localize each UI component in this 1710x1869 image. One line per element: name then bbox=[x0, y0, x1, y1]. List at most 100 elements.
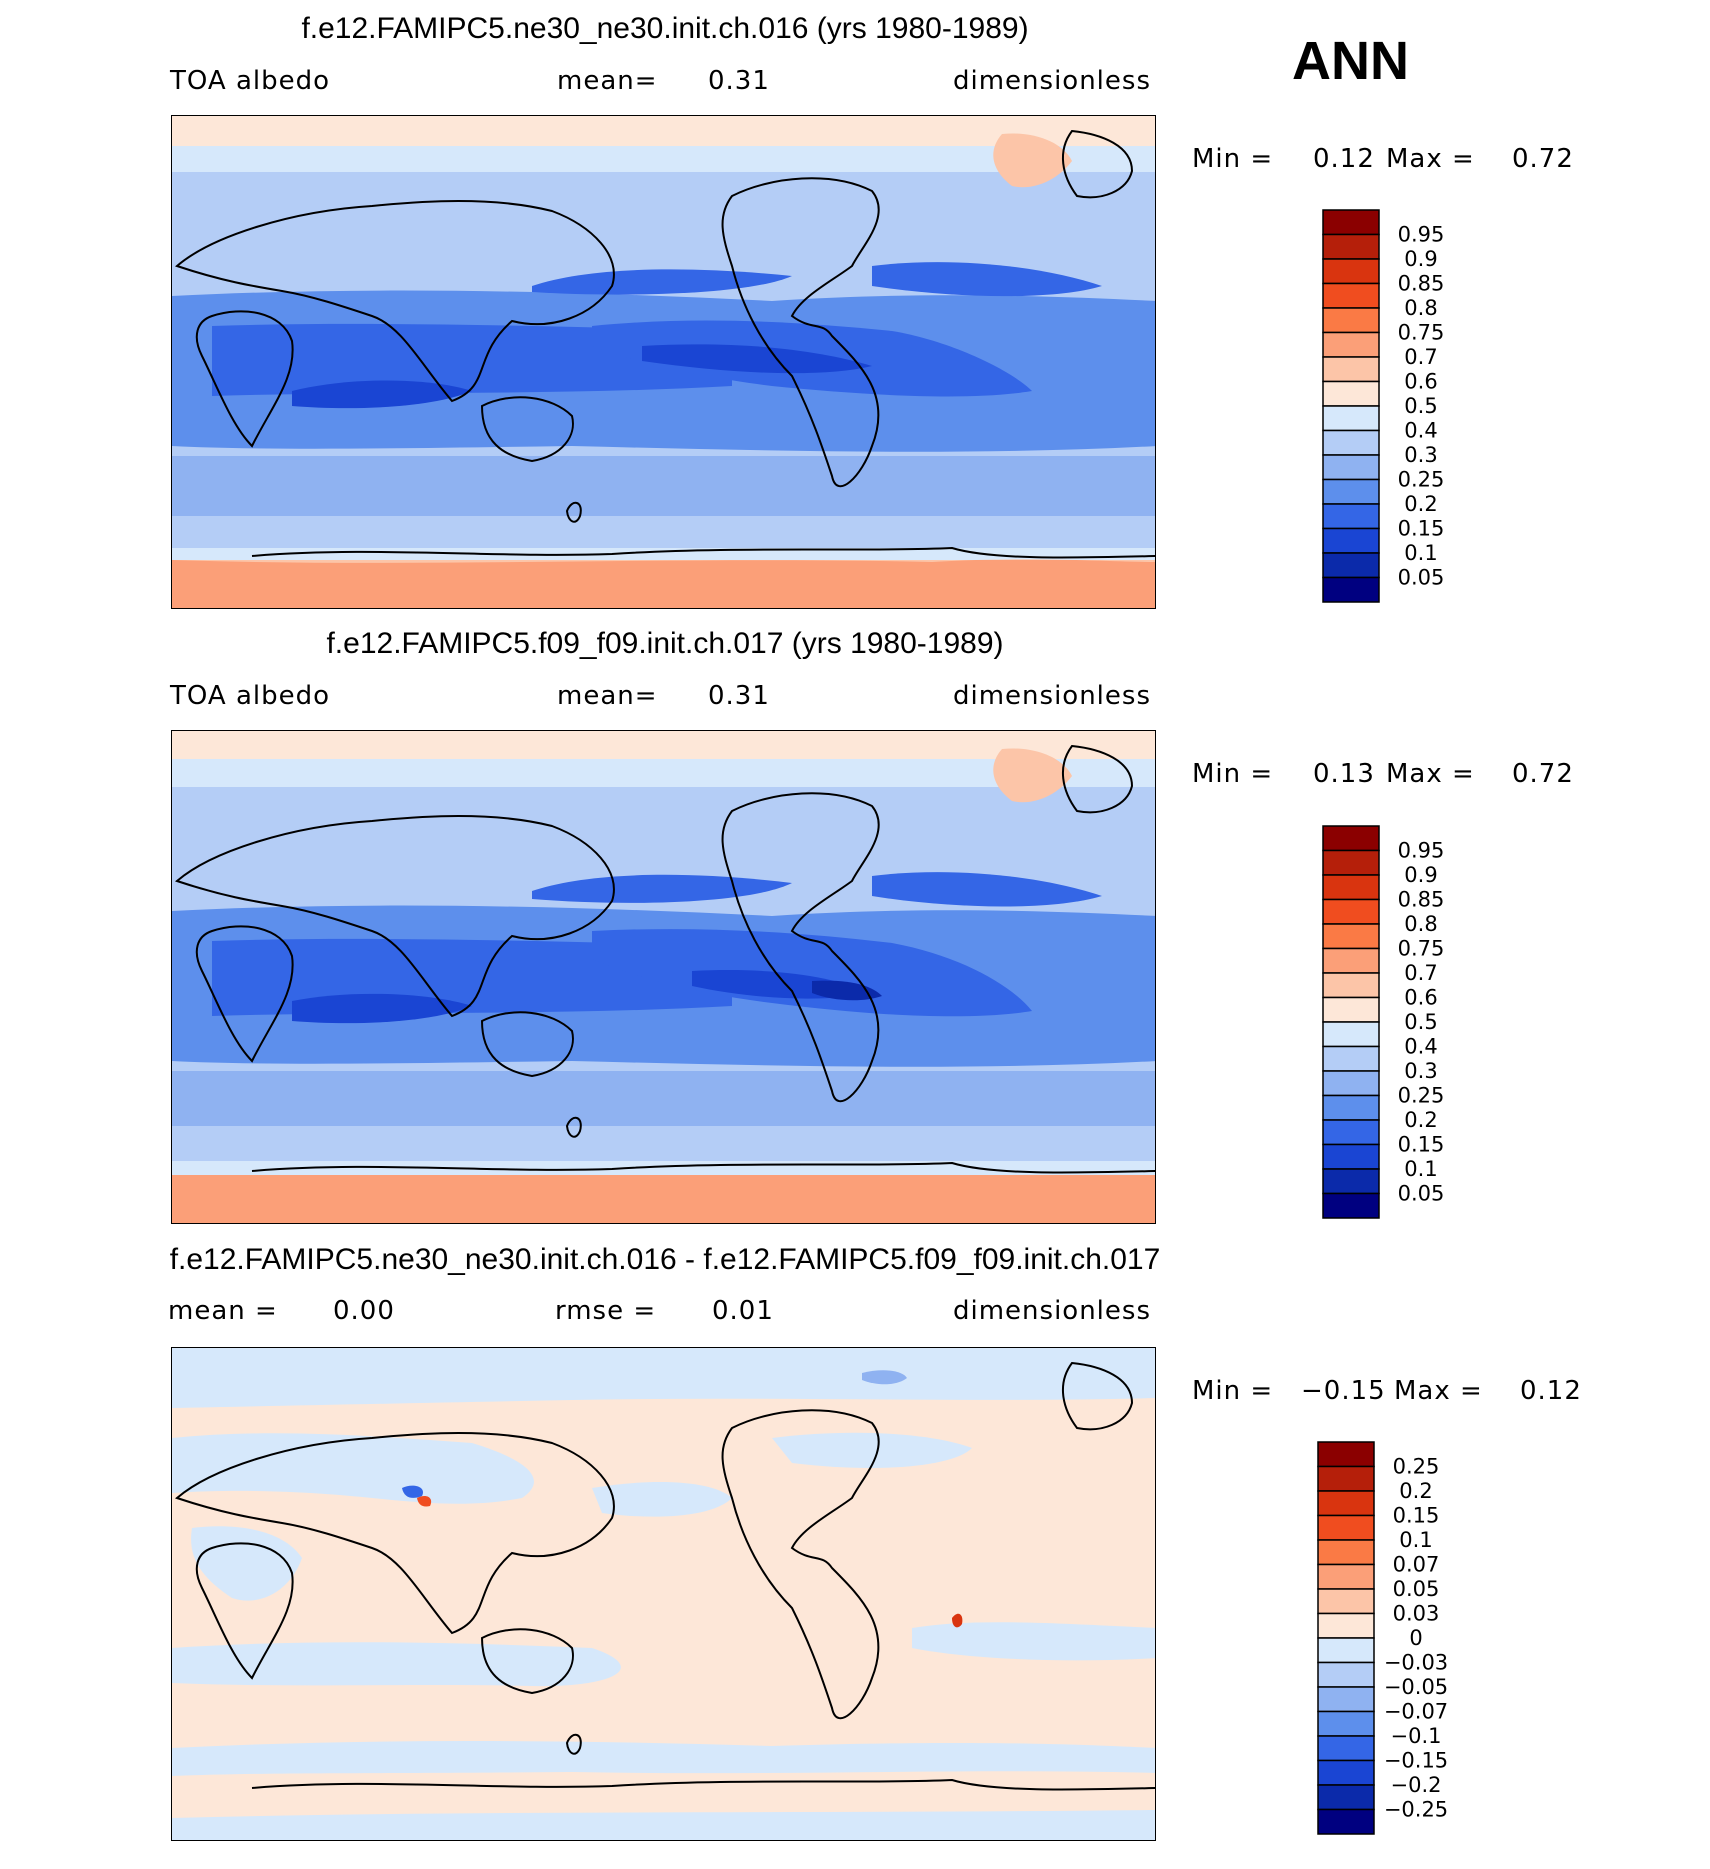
colorbar-tick-label: 0.3 bbox=[1404, 443, 1437, 467]
panel-3-map bbox=[171, 1347, 1156, 1841]
colorbar-tick-label: 0.15 bbox=[1398, 517, 1445, 541]
panel-1-min-value: 0.12 bbox=[1313, 144, 1375, 174]
colorbar-tick-label: 0.8 bbox=[1404, 296, 1437, 320]
panel-1-max-label: Max = bbox=[1386, 144, 1475, 174]
colorbar-swatch bbox=[1317, 1490, 1375, 1517]
panel-3-title: f.e12.FAMIPC5.ne30_ne30.init.ch.016 - f.… bbox=[169, 1243, 1161, 1276]
colorbar-swatch bbox=[1322, 209, 1380, 236]
colorbar-svg: 0.950.90.850.80.750.70.60.50.40.30.250.2… bbox=[1322, 209, 1445, 603]
colorbar-tick-label: 0.6 bbox=[1404, 370, 1437, 394]
colorbar-swatch bbox=[1322, 454, 1380, 481]
colorbar-swatch bbox=[1322, 825, 1380, 852]
season-label: ANN bbox=[1292, 31, 1409, 91]
colorbar-svg: 0.950.90.850.80.750.70.60.50.40.30.250.2… bbox=[1322, 825, 1445, 1219]
panel-2-map-field bbox=[172, 731, 1155, 1223]
colorbar-tick-label: 0.9 bbox=[1404, 247, 1437, 271]
panel-1-min-label: Min = bbox=[1192, 144, 1274, 174]
panel-3-max-value: 0.12 bbox=[1520, 1376, 1582, 1406]
colorbar-swatch bbox=[1317, 1808, 1375, 1835]
colorbar-swatch bbox=[1322, 947, 1380, 974]
colorbar-swatch bbox=[1322, 552, 1380, 579]
colorbar-tick-label: 0.7 bbox=[1404, 345, 1437, 369]
colorbar-swatch bbox=[1317, 1563, 1375, 1590]
panel-2-max-value: 0.72 bbox=[1512, 759, 1574, 789]
panel-1-max-value: 0.72 bbox=[1512, 144, 1574, 174]
colorbar-tick-label: −0.1 bbox=[1391, 1724, 1442, 1748]
panel-3-min-label: Min = bbox=[1192, 1376, 1274, 1406]
panel-3-max-label: Max = bbox=[1394, 1376, 1483, 1406]
colorbar-tick-label: 0.07 bbox=[1393, 1553, 1440, 1577]
colorbar-tick-label: 0.75 bbox=[1398, 321, 1445, 345]
colorbar-swatch bbox=[1322, 356, 1380, 383]
colorbar-swatch bbox=[1322, 898, 1380, 925]
colorbar-tick-label: 0.2 bbox=[1404, 492, 1437, 516]
colorbar-swatch bbox=[1322, 405, 1380, 432]
panel-2-mean-value: 0.31 bbox=[708, 681, 770, 711]
panel-2-variable-label: TOA albedo bbox=[170, 681, 331, 711]
colorbar-swatch bbox=[1322, 380, 1380, 407]
colorbar-tick-label: 0.25 bbox=[1398, 1084, 1445, 1108]
colorbar-swatch bbox=[1322, 874, 1380, 901]
colorbar-swatch bbox=[1322, 503, 1380, 530]
colorbar-tick-label: 0.05 bbox=[1398, 1182, 1445, 1206]
colorbar-tick-label: 0.75 bbox=[1398, 937, 1445, 961]
colorbar-swatch bbox=[1322, 1143, 1380, 1170]
panel-1-mean-label: mean= bbox=[557, 66, 658, 96]
colorbar-tick-label: 0.2 bbox=[1404, 1108, 1437, 1132]
colorbar-tick-label: 0.3 bbox=[1404, 1059, 1437, 1083]
colorbar-swatch bbox=[1317, 1710, 1375, 1737]
colorbar-tick-label: −0.25 bbox=[1384, 1798, 1448, 1822]
colorbar-tick-label: −0.03 bbox=[1384, 1651, 1448, 1675]
panel-2-min-value: 0.13 bbox=[1313, 759, 1375, 789]
colorbar-swatch bbox=[1322, 923, 1380, 950]
panel-2-colorbar: 0.95 0.9 0.85 0.8 0.75 0.7 0.6 0.5 0.4 0.3 0.25 0.2… bbox=[1322, 825, 1483, 1226]
colorbar-tick-label: 0.2 bbox=[1399, 1479, 1432, 1503]
colorbar-swatch bbox=[1317, 1612, 1375, 1639]
colorbar-tick-label: 0.95 bbox=[1398, 839, 1445, 863]
colorbar-tick-label: 0.5 bbox=[1404, 1010, 1437, 1034]
colorbar-tick-label: 0.5 bbox=[1404, 394, 1437, 418]
colorbar-tick-label: 0.95 bbox=[1398, 223, 1445, 247]
colorbar-swatch bbox=[1317, 1588, 1375, 1615]
colorbar-swatch bbox=[1317, 1514, 1375, 1541]
panel-2-title: f.e12.FAMIPC5.f09_f09.init.ch.017 (yrs 1… bbox=[326, 627, 1004, 660]
colorbar-swatch bbox=[1322, 1119, 1380, 1146]
panel-3-map-field bbox=[172, 1348, 1155, 1840]
colorbar-tick-label: 0.1 bbox=[1404, 1157, 1437, 1181]
colorbar-swatch bbox=[1322, 331, 1380, 358]
panel-1-map-field bbox=[172, 116, 1155, 608]
colorbar-svg: 0.250.20.150.10.070.050.030−0.03−0.05−0.… bbox=[1317, 1441, 1448, 1835]
colorbar-swatch bbox=[1322, 429, 1380, 456]
colorbar-swatch bbox=[1322, 996, 1380, 1023]
colorbar-swatch bbox=[1322, 576, 1380, 603]
colorbar-swatch bbox=[1317, 1784, 1375, 1811]
panel-3-colorbar: 0.25 0.2 0.15 0.1 0.07 0.05 0.03 0 −0.03 −0.05 −0.… bbox=[1317, 1441, 1478, 1842]
colorbar-tick-label: 0.6 bbox=[1404, 986, 1437, 1010]
colorbar-swatch bbox=[1322, 1070, 1380, 1097]
colorbar-tick-label: 0.03 bbox=[1393, 1602, 1440, 1626]
panel-2-min-label: Min = bbox=[1192, 759, 1274, 789]
colorbar-tick-label: −0.07 bbox=[1384, 1700, 1448, 1724]
colorbar-tick-label: 0.9 bbox=[1404, 863, 1437, 887]
colorbar-swatch bbox=[1322, 1045, 1380, 1072]
colorbar-tick-label: 0.25 bbox=[1393, 1455, 1440, 1479]
colorbar-tick-label: 0.4 bbox=[1404, 419, 1437, 443]
panel-1-colorbar: 0.95 0.9 0.85 0.8 0.75 0.7 0.6 0.5 0.4 0.3 0.25 0.2… bbox=[1322, 209, 1483, 610]
colorbar-tick-label: 0.15 bbox=[1393, 1504, 1440, 1528]
panel-1-map bbox=[171, 115, 1156, 609]
colorbar-swatch bbox=[1322, 307, 1380, 334]
colorbar-swatch bbox=[1322, 527, 1380, 554]
colorbar-tick-label: 0.1 bbox=[1399, 1528, 1432, 1552]
colorbar-swatch bbox=[1322, 282, 1380, 309]
colorbar-swatch bbox=[1322, 972, 1380, 999]
colorbar-swatch bbox=[1322, 1192, 1380, 1219]
colorbar-tick-label: −0.05 bbox=[1384, 1675, 1448, 1699]
colorbar-swatch bbox=[1317, 1539, 1375, 1566]
colorbar-swatch bbox=[1322, 849, 1380, 876]
colorbar-tick-label: 0.15 bbox=[1398, 1133, 1445, 1157]
colorbar-tick-label: −0.15 bbox=[1384, 1749, 1448, 1773]
colorbar-swatch bbox=[1317, 1686, 1375, 1713]
panel-3-mean-value: 0.00 bbox=[333, 1296, 395, 1326]
panel-3-min-value: −0.15 bbox=[1301, 1376, 1386, 1406]
colorbar-tick-label: 0.1 bbox=[1404, 541, 1437, 565]
